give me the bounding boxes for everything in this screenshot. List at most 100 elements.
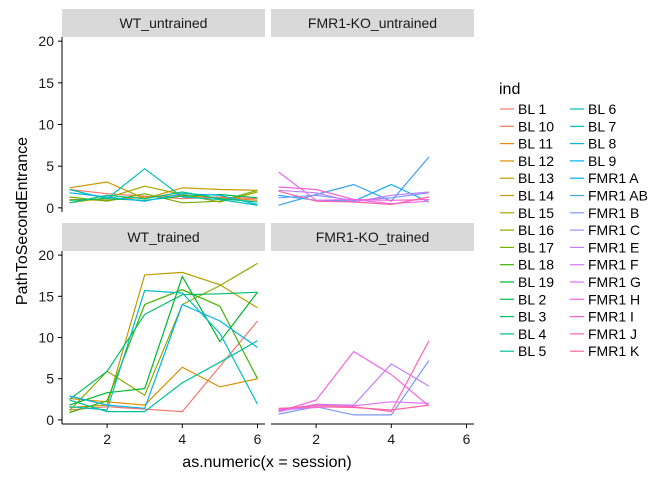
- legend-label: FMR1 C: [588, 222, 640, 238]
- series-line: [278, 190, 430, 206]
- x-tick-label: 6: [254, 431, 262, 447]
- x-tick-label: 4: [178, 431, 186, 447]
- legend-item: BL 14: [500, 188, 554, 204]
- series-line: [278, 186, 429, 201]
- panel-FMR1-KO_untrained: FMR1-KO_untrained: [271, 9, 474, 206]
- y-tick-label: 15: [38, 75, 54, 91]
- legend-item: BL 16: [500, 222, 554, 238]
- legend-item: BL 4: [500, 326, 546, 342]
- legend-label: FMR1 I: [588, 309, 634, 325]
- legend-item: FMR1 J: [570, 326, 637, 342]
- panel-title: WT_trained: [127, 229, 199, 245]
- legend-label: BL 9: [588, 153, 616, 169]
- legend-label: FMR1 K: [588, 343, 640, 359]
- legend-item: BL 9: [570, 153, 616, 169]
- legend-item: FMR1 I: [570, 309, 634, 325]
- x-tick-label: 4: [387, 431, 395, 447]
- panel-title: FMR1-KO_trained: [316, 229, 430, 245]
- panel-strip: [271, 9, 474, 37]
- y-tick-label: 5: [46, 158, 54, 174]
- y-axis-title: PathToSecondEntrance: [14, 137, 31, 305]
- legend-label: BL 16: [518, 222, 554, 238]
- legend-item: BL 17: [500, 239, 554, 255]
- legend-label: FMR1 AB: [588, 188, 648, 204]
- series-line: [69, 262, 258, 412]
- y-tick-label: 10: [38, 117, 54, 133]
- series-line: [278, 192, 429, 201]
- legend-label: BL 3: [518, 309, 546, 325]
- legend-label: BL 12: [518, 153, 554, 169]
- legend-item: BL 2: [500, 291, 546, 307]
- x-tick-label: 2: [103, 431, 111, 447]
- series-line: [69, 271, 258, 409]
- y-tick-label: 20: [38, 247, 54, 263]
- y-tick-label: 15: [38, 288, 54, 304]
- legend-item: FMR1 B: [570, 205, 639, 221]
- series-line: [278, 401, 429, 411]
- series-line: [278, 183, 430, 203]
- legend-label: BL 14: [518, 188, 554, 204]
- legend-label: BL 10: [518, 118, 554, 134]
- legend-label: BL 17: [518, 239, 554, 255]
- legend-item: BL 3: [500, 309, 546, 325]
- series-line: [278, 404, 429, 411]
- panel-strip: [62, 9, 265, 37]
- y-tick-label: 0: [46, 412, 54, 428]
- legend-title: ind: [499, 81, 520, 98]
- panel-WT_untrained: WT_untrained: [62, 9, 265, 206]
- legend-item: BL 10: [500, 118, 554, 134]
- x-tick-label: 6: [463, 431, 471, 447]
- legend-label: BL 6: [588, 101, 616, 117]
- legend-label: BL 18: [518, 257, 554, 273]
- x-axis-title: as.numeric(x = session): [182, 454, 351, 471]
- legend-label: BL 2: [518, 291, 546, 307]
- series-line: [69, 275, 258, 406]
- legend-label: FMR1 B: [588, 205, 639, 221]
- series-line: [69, 181, 258, 200]
- series-line: [69, 366, 258, 406]
- legend-item: BL 7: [570, 118, 616, 134]
- legend-label: FMR1 H: [588, 291, 640, 307]
- legend-item: BL 13: [500, 170, 554, 186]
- axes-layer: 0 5 10 15 20 0 5 10 15 20 2 4 6 2 4 6: [38, 33, 474, 447]
- legend-item: BL 1: [500, 101, 546, 117]
- legend-label: BL 15: [518, 205, 554, 221]
- legend-item: FMR1 F: [570, 257, 639, 273]
- panel-title: WT_untrained: [120, 15, 208, 31]
- legend-label: FMR1 A: [588, 170, 639, 186]
- series-line: [278, 340, 430, 413]
- y-tick-label: 0: [46, 200, 54, 216]
- legend-item: BL 11: [500, 136, 553, 152]
- series-line: [278, 350, 430, 413]
- y-tick-label: 5: [46, 371, 54, 387]
- panel-FMR1-KO_trained: FMR1-KO_trained: [271, 223, 474, 416]
- legend-label: BL 11: [518, 136, 553, 152]
- legend-label: BL 19: [518, 274, 554, 290]
- legend-label: BL 4: [518, 326, 546, 342]
- series-line: [69, 320, 258, 413]
- series-line: [69, 167, 258, 206]
- legend-item: FMR1 H: [570, 291, 640, 307]
- legend-item: BL 15: [500, 205, 554, 221]
- series-line: [69, 289, 259, 414]
- legend-label: FMR1 G: [588, 274, 641, 290]
- legend-item: FMR1 E: [570, 239, 639, 255]
- legend-label: FMR1 F: [588, 257, 639, 273]
- y-tick-label: 20: [38, 33, 54, 49]
- legend-label: BL 5: [518, 343, 546, 359]
- legend-item: BL 6: [570, 101, 616, 117]
- panel-strip: [62, 223, 265, 251]
- legend-label: BL 1: [518, 101, 546, 117]
- legend-item: BL 8: [570, 136, 616, 152]
- series-line: [69, 303, 258, 409]
- legend-label: BL 7: [588, 118, 616, 134]
- panel-strip: [271, 223, 474, 251]
- y-tick-label: 10: [38, 330, 54, 346]
- panels-layer: WT_untrained FMR1-KO_untrained WT_trained F…: [62, 9, 474, 416]
- legend-item: FMR1 G: [570, 274, 641, 290]
- series-line: [69, 191, 258, 204]
- legend-item: BL 5: [500, 343, 546, 359]
- series-line: [69, 291, 258, 400]
